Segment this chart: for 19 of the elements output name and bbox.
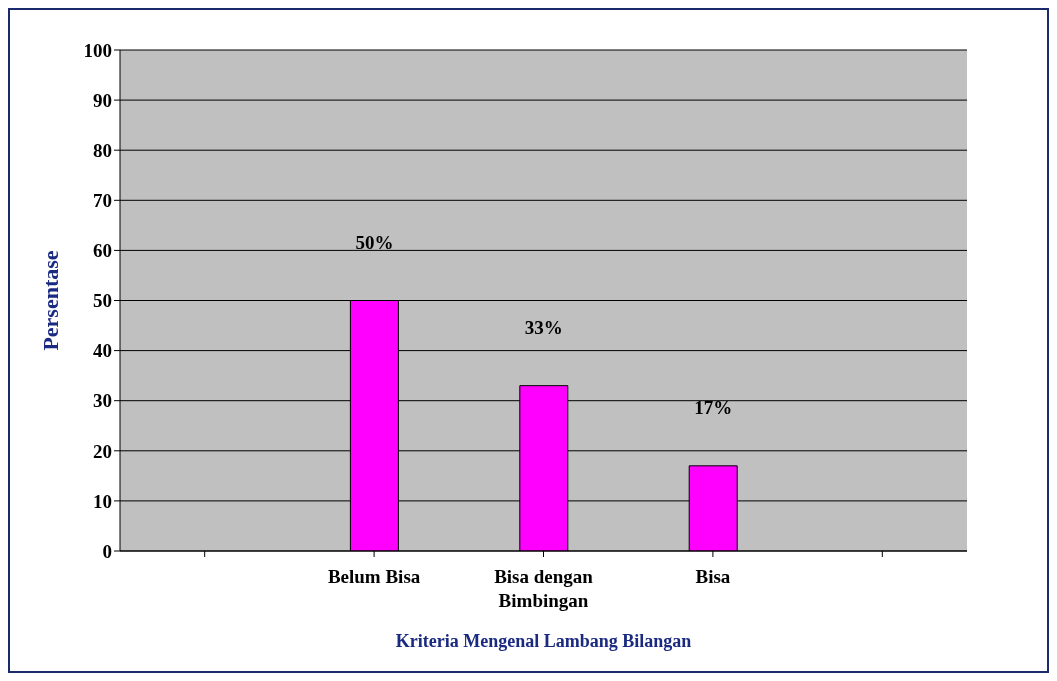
- data-label: 17%: [694, 396, 733, 418]
- y-tick-label: 20: [93, 440, 112, 462]
- data-label: 33%: [524, 316, 563, 338]
- y-axis-title: Persentase: [37, 250, 63, 351]
- x-tick-label: Bisa dengan Bimbingan: [494, 566, 594, 611]
- y-tick-label: 90: [93, 89, 112, 111]
- data-label: 50%: [355, 231, 394, 253]
- y-tick-label: 70: [93, 190, 112, 212]
- x-tick-label: Bisa: [695, 566, 731, 587]
- y-tick-label: 80: [93, 139, 112, 161]
- y-tick-label: 0: [102, 540, 112, 562]
- y-tick-label: 10: [93, 490, 112, 512]
- y-tick-label: 40: [93, 340, 112, 362]
- y-tick-label: 50: [93, 290, 112, 312]
- y-tick-label: 60: [93, 240, 112, 262]
- y-tick-label: 100: [83, 39, 112, 61]
- x-axis-title: Kriteria Mengenal Lambang Bilangan: [395, 631, 692, 651]
- x-tick-label: Belum Bisa: [327, 566, 421, 587]
- y-tick-label: 30: [93, 390, 112, 412]
